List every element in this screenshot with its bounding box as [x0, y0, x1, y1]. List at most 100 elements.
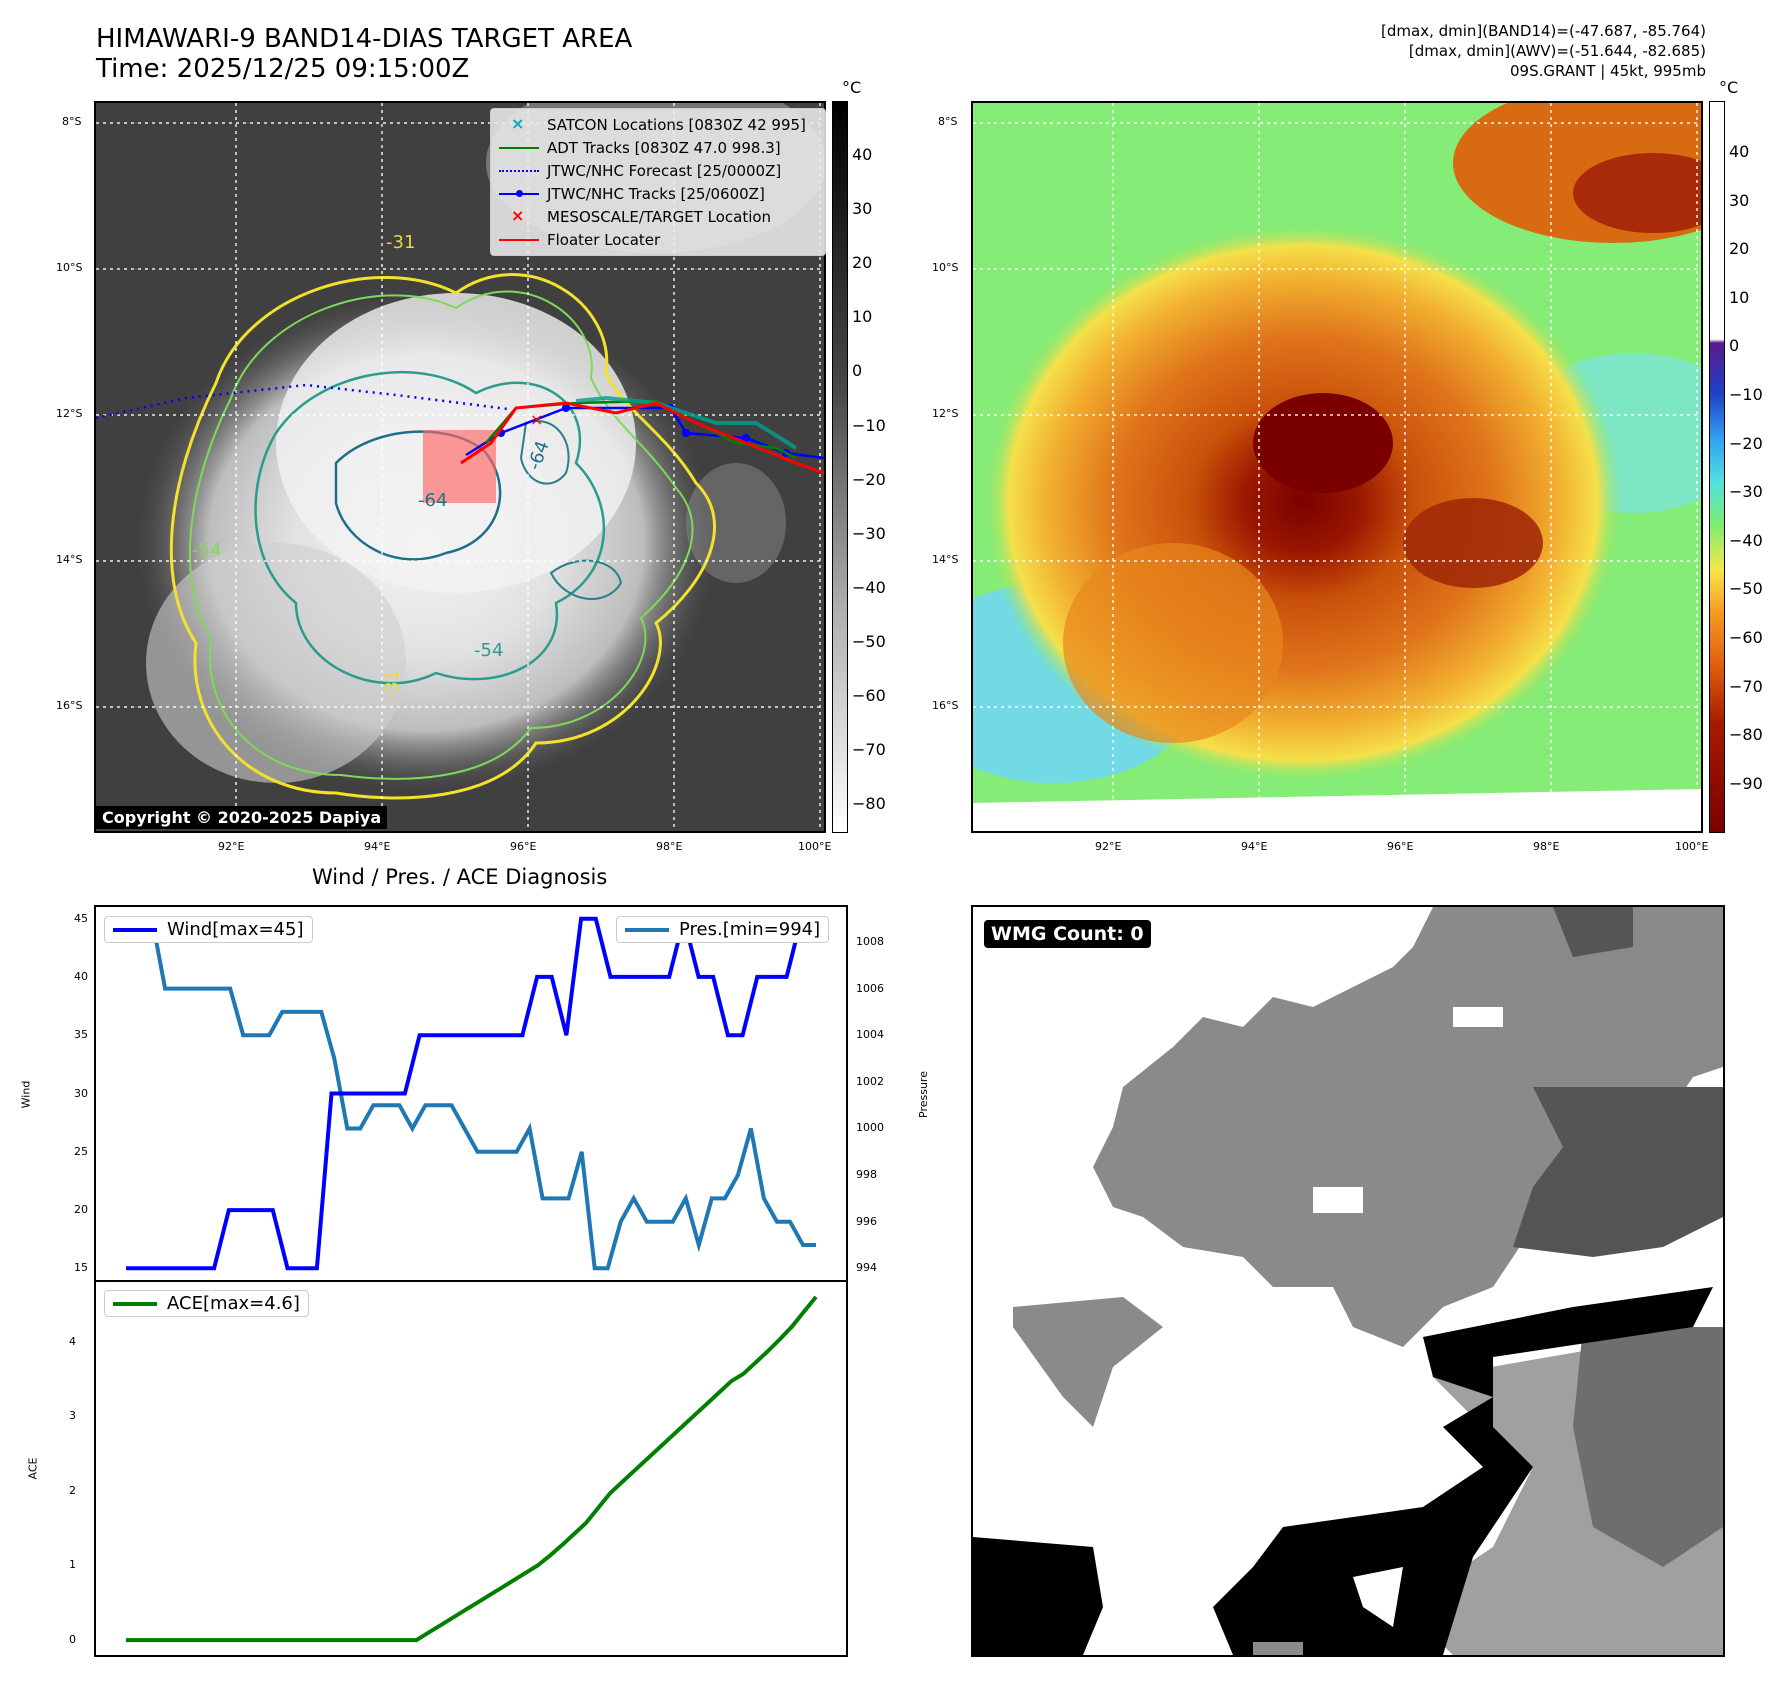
ace-tick-label: 4: [69, 1334, 76, 1348]
legend-entry: × MESOSCALE/TARGET Location: [499, 205, 817, 228]
lon-label: 100°E: [798, 840, 832, 853]
contour-label: -31: [382, 669, 404, 700]
lat-label: 10°S: [932, 261, 959, 274]
contour-label: -31: [386, 232, 416, 253]
line-swatch-icon: [625, 927, 669, 932]
wind-axis-label: Wind: [19, 1080, 33, 1109]
pressure-tick-label: 998: [856, 1168, 877, 1182]
chart-time: Time: 2025/12/25 09:15:00Z: [96, 54, 470, 84]
pressure-tick-label: 1002: [856, 1074, 884, 1088]
lat-label: 10°S: [56, 261, 83, 274]
legend-entry: JTWC/NHC Forecast [25/0000Z]: [499, 159, 817, 182]
lat-label: 8°S: [62, 115, 82, 128]
colorbar-tick-label: −50: [1729, 579, 1763, 599]
lon-label: 98°E: [656, 840, 683, 853]
ace-tick-label: 1: [69, 1558, 76, 1572]
lat-label: 12°S: [932, 407, 959, 420]
wmg-panel: [971, 905, 1725, 1657]
colorbar-tick-label: 0: [852, 361, 863, 381]
wmg-count-badge: WMG Count: 0: [984, 920, 1151, 948]
line-marker-icon: [499, 141, 539, 155]
colorbar-tick-label: −80: [852, 794, 886, 814]
line-marker-icon: [499, 233, 539, 247]
wmg-image: [973, 907, 1723, 1655]
pressure-tick-label: 996: [856, 1214, 877, 1228]
ir-color-map: [971, 101, 1703, 833]
line-swatch-icon: [113, 927, 157, 932]
grayscale-colorbar: [832, 101, 848, 833]
ace-axis-label: ACE: [26, 1457, 40, 1480]
pressure-axis-label: Pressure: [916, 1071, 930, 1118]
x-marker-icon: ×: [511, 113, 525, 133]
lat-label: 16°S: [56, 699, 83, 712]
x-marker-icon: ×: [511, 205, 525, 225]
wind-tick-label: 25: [74, 1144, 88, 1158]
line-swatch-icon: [113, 1301, 157, 1306]
lat-label: 16°S: [932, 699, 959, 712]
chart-title: HIMAWARI-9 BAND14-DIAS TARGET AREA: [96, 24, 633, 54]
dotted-line-icon: [499, 164, 539, 178]
colorbar-tick-label: 10: [1729, 287, 1750, 307]
lat-label: 8°S: [938, 115, 958, 128]
map-legend: × SATCON Locations [0830Z 42 995] ADT Tr…: [490, 108, 826, 256]
lon-label: 92°E: [218, 840, 245, 853]
colorbar-unit: °C: [842, 78, 862, 97]
legend-entry: JTWC/NHC Tracks [25/0600Z]: [499, 182, 817, 205]
colorbar-tick-label: −30: [852, 523, 886, 543]
colorbar-unit: °C: [1719, 78, 1739, 97]
contour-label: -54: [474, 640, 504, 661]
lon-label: 96°E: [510, 840, 537, 853]
wind-series-line: [126, 916, 816, 1271]
wind-legend: Wind[max=45]: [104, 916, 313, 943]
pressure-tick-label: 1008: [856, 934, 884, 948]
target-area-box: [423, 430, 496, 503]
floater-track: [460, 401, 824, 475]
lat-label: 14°S: [932, 553, 959, 566]
colorbar-tick-label: −30: [1729, 482, 1763, 502]
ir-color-image: [973, 103, 1701, 831]
pressure-tick-label: 1004: [856, 1028, 884, 1042]
ace-tick-label: 2: [69, 1483, 76, 1497]
wind-tick-label: 20: [74, 1203, 88, 1217]
target-location-marker: ×: [530, 410, 543, 429]
colorbar-tick-label: 40: [852, 145, 873, 164]
contour-label: -54: [192, 540, 222, 561]
pressure-tick-label: 994: [856, 1261, 877, 1275]
ace-plot: [126, 1295, 818, 1643]
wind-tick-label: 40: [74, 969, 88, 983]
lon-label: 94°E: [1241, 840, 1268, 853]
colorbar-tick-label: −10: [852, 415, 886, 435]
pressure-tick-label: 1006: [856, 981, 884, 995]
ace-tick-label: 0: [69, 1633, 76, 1647]
colorbar-tick-label: 40: [1729, 142, 1750, 161]
lat-label: 12°S: [56, 407, 83, 420]
ace-legend: ACE[max=4.6]: [104, 1290, 309, 1317]
colorbar-tick-label: 30: [1729, 190, 1750, 210]
copyright-label: Copyright © 2020-2025 Dapiya: [96, 806, 388, 829]
pressure-legend: Pres.[min=994]: [616, 916, 830, 943]
line-dot-marker-icon: [499, 187, 539, 201]
ace-chart: [94, 1280, 848, 1657]
colorbar-tick-label: −70: [852, 740, 886, 760]
pressure-tick-label: 1000: [856, 1121, 884, 1135]
lon-label: 94°E: [364, 840, 391, 853]
wind-tick-label: 35: [74, 1028, 88, 1042]
colorbar-tick-label: 20: [1729, 239, 1750, 259]
ir-grayscale-map: ×: [94, 101, 826, 833]
colorbar-tick-label: 0: [1729, 336, 1740, 356]
color-colorbar: [1709, 101, 1725, 833]
colorbar-tick-label: 20: [852, 253, 873, 273]
lon-label: 96°E: [1387, 840, 1414, 853]
colorbar-tick-label: −70: [1729, 676, 1763, 696]
lon-label: 100°E: [1675, 840, 1709, 853]
wind-pressure-chart: [94, 905, 848, 1282]
legend-entry: Floater Locater: [499, 228, 817, 251]
colorbar-tick-label: 30: [852, 199, 873, 219]
lat-label: 14°S: [56, 553, 83, 566]
ace-series-line: [126, 1295, 818, 1643]
ace-tick-label: 3: [69, 1409, 76, 1423]
pressure-series-line: [126, 916, 816, 1271]
awv-range-label: [dmax, dmin](AWV)=(-51.644, -82.685): [1408, 42, 1706, 60]
colorbar-tick-label: −90: [1729, 773, 1763, 793]
colorbar-tick-label: −20: [1729, 433, 1763, 453]
